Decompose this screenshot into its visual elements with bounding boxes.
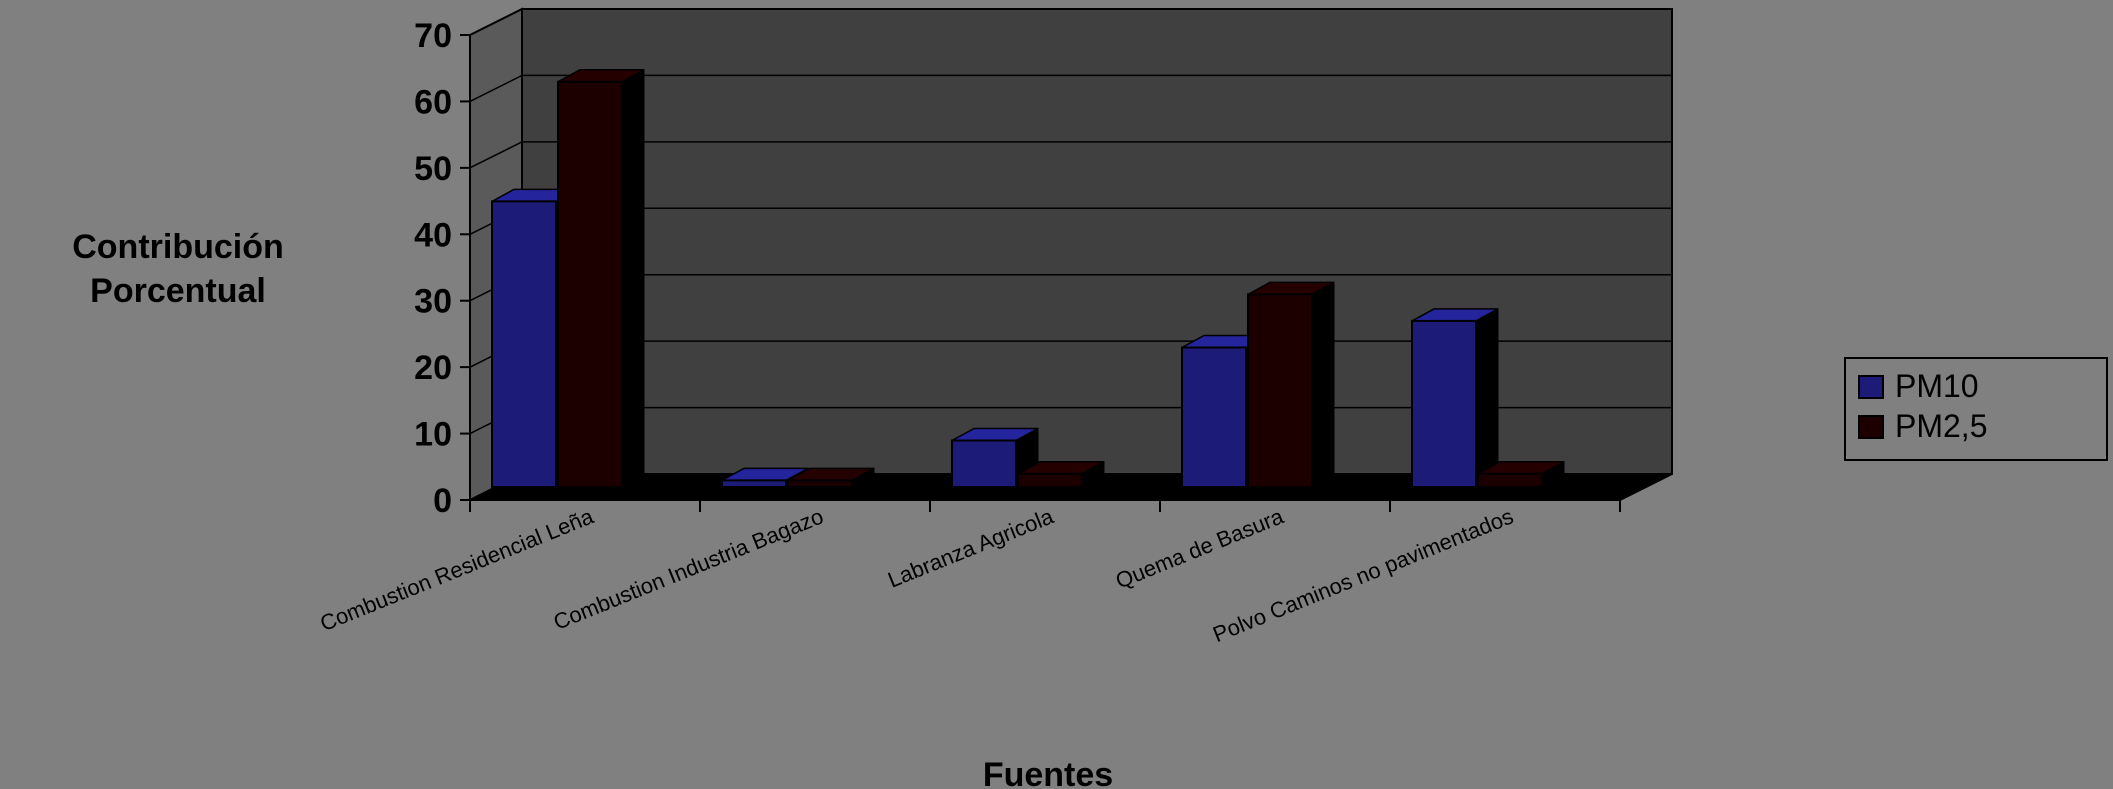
y-tick-label: 0 (433, 482, 452, 520)
x-category-label: Quema de Basura (1112, 503, 1288, 593)
legend-label: PM10 (1895, 368, 1979, 404)
legend: PM10 PM2,5 (1844, 357, 2108, 461)
gridline (469, 74, 1672, 103)
y-tick-label: 40 (414, 216, 452, 254)
y-axis-ticks: 0 10 20 30 40 50 60 70 (414, 17, 452, 520)
legend-label: PM2,5 (1895, 408, 1987, 444)
axes (460, 34, 1621, 512)
gridline (469, 141, 1672, 169)
bar-pm25-5 (1477, 460, 1565, 489)
bar-pm10-5 (1411, 308, 1499, 488)
y-tick-label: 60 (414, 83, 452, 121)
legend-swatch (1858, 375, 1884, 399)
y-tick-label: 20 (414, 349, 452, 387)
y-tick-label: 30 (414, 283, 452, 321)
x-axis-title: Fuentes (983, 756, 1113, 789)
bars (491, 68, 1565, 489)
legend-box (1844, 357, 2108, 461)
legend-swatch (1858, 415, 1884, 439)
y-axis-title-line-1: Contribución (72, 228, 284, 266)
back-wall (521, 8, 1673, 475)
y-tick-label: 50 (414, 150, 452, 188)
x-category-label: Labranza Agricola (884, 503, 1057, 592)
gridline (469, 8, 1672, 36)
y-axis-title-line-2: Porcentual (90, 272, 266, 310)
bar-pm25-3 (1017, 460, 1105, 489)
bar-pm25-4 (1247, 281, 1335, 488)
bar-pm25-2 (787, 467, 875, 489)
y-tick-label: 10 (414, 416, 452, 454)
y-tick-label: 70 (414, 17, 452, 55)
bar-pm25-1 (557, 68, 645, 489)
